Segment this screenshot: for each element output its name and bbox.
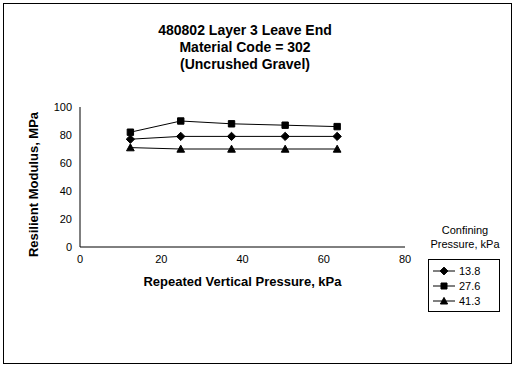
html-text:(Uncrushed Gravel): (Uncrushed Gravel) xyxy=(180,56,310,72)
html-text:Confining Pressure, kPa: Confining Pressure, kPa xyxy=(430,224,500,250)
html-text:13.8: 13.8 xyxy=(459,264,481,277)
html-text:480802 Layer 3 Leave End: 480802 Layer 3 Leave End xyxy=(158,22,332,38)
svg-text:40: 40 xyxy=(236,253,248,265)
svg-text:20: 20 xyxy=(155,253,167,265)
html-text:27.6: 27.6 xyxy=(459,279,481,292)
svg-text:60: 60 xyxy=(60,157,72,169)
html-text:41.3: 41.3 xyxy=(459,294,481,307)
svg-text:0: 0 xyxy=(77,253,83,265)
svg-text:40: 40 xyxy=(60,185,72,197)
html-text:Material Code = 302: Material Code = 302 xyxy=(179,39,311,55)
html-text:Repeated Vertical Pressure, kP: Repeated Vertical Pressure, kPa xyxy=(143,274,342,289)
svg-text:100: 100 xyxy=(54,101,72,113)
svg-text:80: 80 xyxy=(399,253,411,265)
svg-text:0: 0 xyxy=(66,241,72,253)
svg-text:60: 60 xyxy=(318,253,330,265)
svg-text:20: 20 xyxy=(60,213,72,225)
svg-text:80: 80 xyxy=(60,129,72,141)
html-text:Resilient Modulus, MPa: Resilient Modulus, MPa xyxy=(25,111,41,258)
